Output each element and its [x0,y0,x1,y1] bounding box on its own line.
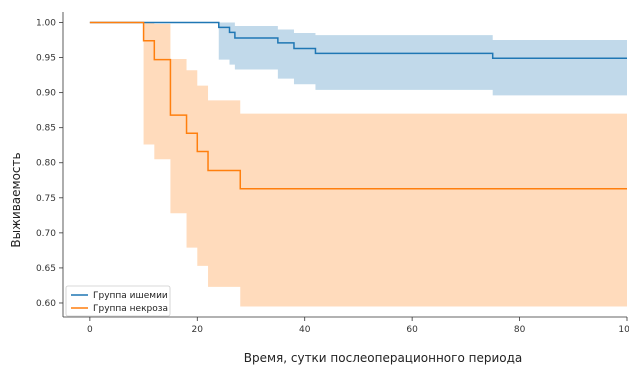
legend: Группа ишемии Группа некроза [65,285,171,317]
x-axis-title: Время, сутки послеоперационного периода [244,351,523,365]
legend-box [65,285,171,317]
x-tick-label: 0 [87,325,93,335]
axes [62,12,627,318]
y-tick-label: 0.70 [36,229,56,239]
ticks: 0 20 40 60 80 100 0.60 0.65 0.70 0.75 0.80 0.85 0.90… [36,19,629,335]
x-tick-label: 80 [514,325,526,335]
confidence-band-ischemia [89,22,628,96]
y-tick-label: 0.60 [36,299,56,309]
legend-label: Группа некроза [93,304,168,314]
y-tick-label: 0.65 [36,264,56,274]
y-tick-label: 0.90 [36,89,56,99]
x-tick-label: 100 [618,325,629,335]
survival-lines [89,21,627,190]
y-tick-label: 0.95 [36,54,56,64]
y-tick-label: 0.85 [36,124,56,134]
confidence-bands [89,22,628,307]
x-tick-label: 40 [299,325,311,335]
survival-line-necrosis [89,21,627,190]
confidence-band-necrosis [89,22,628,307]
y-tick-label: 1.00 [36,19,56,29]
survival-line-ischemia [89,21,627,60]
y-tick-label: 0.75 [36,194,56,204]
legend-label: Группа ишемии [93,291,168,301]
x-tick-label: 20 [192,325,204,335]
x-tick-label: 60 [406,325,418,335]
y-tick-label: 0.80 [36,159,56,169]
y-axis-title: Выживаемость [9,152,23,247]
